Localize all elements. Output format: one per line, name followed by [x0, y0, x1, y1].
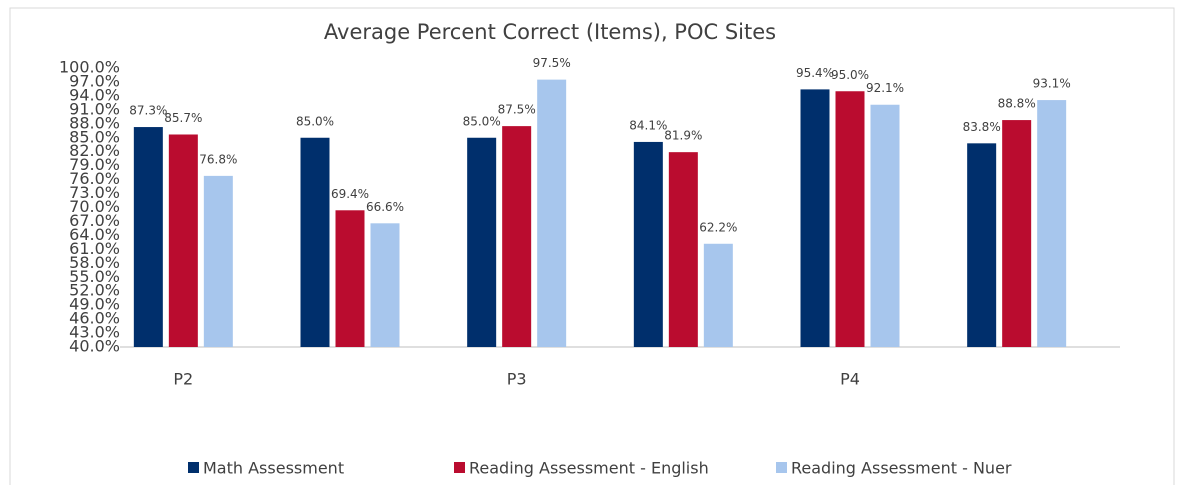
y-tick-label: 64.0% — [69, 225, 120, 244]
y-tick-label: 70.0% — [69, 197, 120, 216]
bar — [168, 134, 198, 347]
y-tick-label: 67.0% — [69, 211, 120, 230]
legend-swatch — [776, 462, 787, 473]
bar — [133, 127, 163, 348]
data-label: 92.1% — [866, 81, 904, 95]
bar — [502, 126, 532, 347]
data-label: 85.0% — [296, 114, 334, 128]
x-tick-label: P4 — [840, 370, 860, 389]
bar — [335, 210, 365, 347]
y-tick-label: 55.0% — [69, 267, 120, 286]
legend-label: Reading Assessment - English — [469, 459, 709, 478]
y-tick-label: 43.0% — [69, 323, 120, 342]
data-label: 93.1% — [1033, 77, 1071, 91]
data-label: 95.0% — [831, 68, 869, 82]
data-label: 87.5% — [498, 103, 536, 117]
data-label: 81.9% — [664, 129, 702, 143]
y-tick-label: 94.0% — [69, 85, 120, 104]
y-tick-label: 46.0% — [69, 309, 120, 328]
data-label: 88.8% — [998, 97, 1036, 111]
bar — [537, 79, 567, 347]
data-label: 87.3% — [129, 104, 167, 118]
y-tick-label: 76.0% — [69, 169, 120, 188]
y-tick-label: 40.0% — [69, 337, 120, 356]
legend-swatch — [188, 462, 199, 473]
bar — [870, 104, 900, 347]
legend-label: Math Assessment — [203, 459, 344, 478]
y-tick-label: 100.0% — [59, 58, 120, 77]
y-tick-label: 52.0% — [69, 281, 120, 300]
bar — [800, 89, 830, 347]
bar — [967, 143, 997, 347]
bar — [370, 223, 400, 347]
y-tick-label: 82.0% — [69, 141, 120, 160]
bar — [467, 137, 497, 347]
data-label: 69.4% — [331, 187, 369, 201]
y-tick-label: 91.0% — [69, 99, 120, 118]
bar — [633, 141, 663, 347]
y-tick-label: 88.0% — [69, 113, 120, 132]
bar — [1037, 100, 1067, 348]
legend-swatch — [454, 462, 465, 473]
bar — [703, 243, 733, 347]
bar — [203, 175, 233, 347]
bar — [1002, 120, 1032, 347]
chart-frame — [9, 7, 1175, 485]
data-label: 76.8% — [199, 152, 237, 166]
chart-title: Average Percent Correct (Items), POC Sit… — [324, 20, 776, 44]
x-tick-label: P2 — [173, 370, 193, 389]
y-tick-label: 49.0% — [69, 295, 120, 314]
data-label: 83.8% — [963, 120, 1001, 134]
y-tick-label: 61.0% — [69, 239, 120, 258]
data-label: 84.1% — [629, 118, 667, 132]
data-label: 85.0% — [463, 114, 501, 128]
bar — [668, 152, 698, 347]
y-tick-label: 97.0% — [69, 71, 120, 90]
x-tick-label: P3 — [507, 370, 527, 389]
legend-label: Reading Assessment - Nuer — [791, 459, 1012, 478]
data-label: 97.5% — [533, 56, 571, 70]
y-tick-label: 85.0% — [69, 127, 120, 146]
y-tick-label: 58.0% — [69, 253, 120, 272]
data-label: 62.2% — [699, 220, 737, 234]
bar — [835, 91, 865, 347]
y-tick-label: 79.0% — [69, 155, 120, 174]
data-label: 85.7% — [164, 111, 202, 125]
bar — [300, 137, 330, 347]
data-label: 95.4% — [796, 66, 834, 80]
y-tick-label: 73.0% — [69, 183, 120, 202]
data-label: 66.6% — [366, 200, 404, 214]
